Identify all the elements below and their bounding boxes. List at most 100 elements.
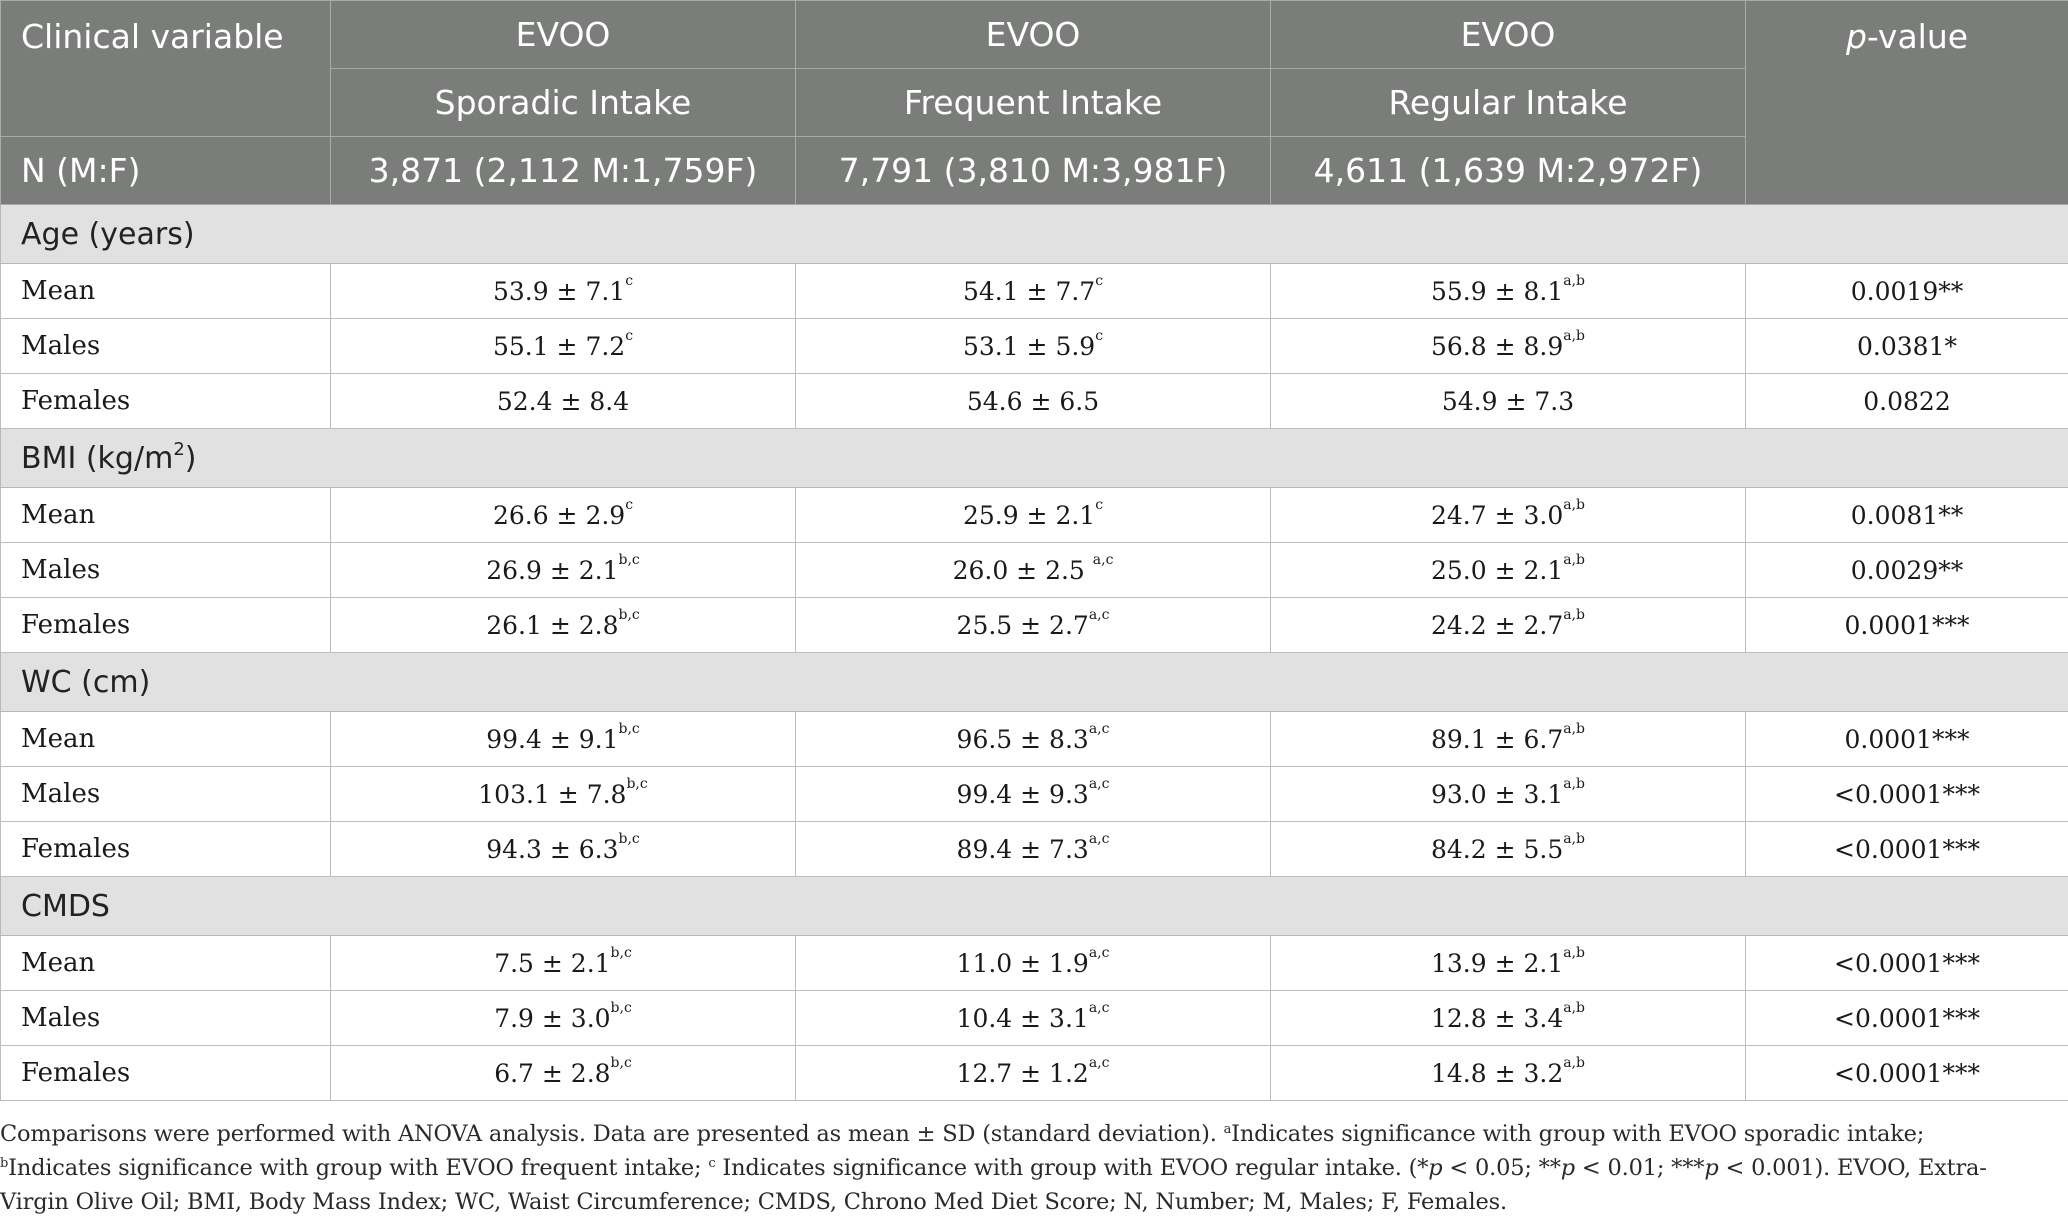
- cell-frequent: 89.4 ± 7.3a,c: [795, 821, 1271, 877]
- row-label: Females: [0, 1045, 331, 1101]
- cell-sporadic: 6.7 ± 2.8b,c: [330, 1045, 796, 1101]
- cell-sporadic: 26.1 ± 2.8b,c: [330, 597, 796, 653]
- row-label: Mean: [0, 263, 331, 319]
- results-table: Clinical variable EVOO EVOO EVOO p-value…: [0, 0, 2068, 1101]
- header-n-col3: 4,611 (1,639 M:2,972F): [1270, 136, 1746, 205]
- cell-regular: 14.8 ± 3.2a,b: [1270, 1045, 1746, 1101]
- row-label: Females: [0, 821, 331, 877]
- header-n-col1: 3,871 (2,112 M:1,759F): [330, 136, 796, 205]
- cell-frequent: 11.0 ± 1.9a,c: [795, 935, 1271, 991]
- cell-frequent: 25.9 ± 2.1c: [795, 487, 1271, 543]
- cell-sporadic: 55.1 ± 7.2c: [330, 318, 796, 374]
- table-row: Females 26.1 ± 2.8b,c 25.5 ± 2.7a,c 24.2…: [0, 597, 2068, 653]
- header-n-col2: 7,791 (3,810 M:3,981F): [795, 136, 1271, 205]
- cell-frequent: 99.4 ± 9.3a,c: [795, 766, 1271, 822]
- row-label: Mean: [0, 487, 331, 543]
- header-col3-line1: EVOO: [1270, 0, 1746, 69]
- cell-frequent: 53.1 ± 5.9c: [795, 318, 1271, 374]
- cell-pvalue: 0.0822: [1745, 373, 2068, 429]
- header-pvalue: p-value: [1745, 0, 2068, 205]
- row-label: Mean: [0, 711, 331, 767]
- header-col3-line2: Regular Intake: [1270, 68, 1746, 137]
- table-row: Males 26.9 ± 2.1b,c 26.0 ± 2.5 a,c 25.0 …: [0, 542, 2068, 598]
- section-title: BMI (kg/m2): [0, 428, 2068, 488]
- cell-regular: 24.2 ± 2.7a,b: [1270, 597, 1746, 653]
- table-row: Males 103.1 ± 7.8b,c 99.4 ± 9.3a,c 93.0 …: [0, 766, 2068, 822]
- cell-frequent: 54.1 ± 7.7c: [795, 263, 1271, 319]
- table-row: Mean 53.9 ± 7.1c 54.1 ± 7.7c 55.9 ± 8.1a…: [0, 263, 2068, 319]
- cell-regular: 54.9 ± 7.3: [1270, 373, 1746, 429]
- cell-pvalue: <0.0001***: [1745, 821, 2068, 877]
- cell-sporadic: 99.4 ± 9.1b,c: [330, 711, 796, 767]
- table-row: Males 7.9 ± 3.0b,c 10.4 ± 3.1a,c 12.8 ± …: [0, 990, 2068, 1046]
- header-clinical-variable: Clinical variable: [0, 0, 331, 137]
- cell-sporadic: 7.9 ± 3.0b,c: [330, 990, 796, 1046]
- cell-frequent: 12.7 ± 1.2a,c: [795, 1045, 1271, 1101]
- cell-regular: 13.9 ± 2.1a,b: [1270, 935, 1746, 991]
- cell-sporadic: 53.9 ± 7.1c: [330, 263, 796, 319]
- header-pvalue-rest: -value: [1866, 17, 1969, 56]
- cell-regular: 24.7 ± 3.0a,b: [1270, 487, 1746, 543]
- cell-regular: 84.2 ± 5.5a,b: [1270, 821, 1746, 877]
- header-col2-line2: Frequent Intake: [795, 68, 1271, 137]
- table-row: Mean 7.5 ± 2.1b,c 11.0 ± 1.9a,c 13.9 ± 2…: [0, 935, 2068, 991]
- cell-pvalue: <0.0001***: [1745, 1045, 2068, 1101]
- cell-pvalue: 0.0381*: [1745, 318, 2068, 374]
- cell-frequent: 10.4 ± 3.1a,c: [795, 990, 1271, 1046]
- table-container: Clinical variable EVOO EVOO EVOO p-value…: [0, 0, 2068, 1101]
- header-pvalue-p: p: [1845, 17, 1867, 56]
- header-row-1: Clinical variable EVOO EVOO EVOO p-value: [0, 0, 2068, 205]
- cell-pvalue: 0.0001***: [1745, 711, 2068, 767]
- table-row: Females 52.4 ± 8.4 54.6 ± 6.5 54.9 ± 7.3…: [0, 373, 2068, 429]
- section-wc: WC (cm): [0, 652, 2068, 712]
- section-bmi: BMI (kg/m2): [0, 428, 2068, 488]
- row-label: Males: [0, 318, 331, 374]
- header-col1-line1: EVOO: [330, 0, 796, 69]
- row-label: Females: [0, 597, 331, 653]
- section-title: WC (cm): [0, 652, 2068, 712]
- cell-sporadic: 52.4 ± 8.4: [330, 373, 796, 429]
- cell-sporadic: 7.5 ± 2.1b,c: [330, 935, 796, 991]
- header-col2-line1: EVOO: [795, 0, 1271, 69]
- cell-regular: 12.8 ± 3.4a,b: [1270, 990, 1746, 1046]
- cell-sporadic: 26.6 ± 2.9c: [330, 487, 796, 543]
- cell-pvalue: <0.0001***: [1745, 935, 2068, 991]
- cell-pvalue: 0.0001***: [1745, 597, 2068, 653]
- table-footnote: Comparisons were performed with ANOVA an…: [0, 1121, 1987, 1215]
- cell-regular: 25.0 ± 2.1a,b: [1270, 542, 1746, 598]
- row-label: Males: [0, 542, 331, 598]
- row-label: Males: [0, 766, 331, 822]
- row-label: Mean: [0, 935, 331, 991]
- cell-pvalue: 0.0019**: [1745, 263, 2068, 319]
- header-row-n: N (M:F) 3,871 (2,112 M:1,759F) 7,791 (3,…: [0, 136, 2068, 205]
- cell-frequent: 25.5 ± 2.7a,c: [795, 597, 1271, 653]
- row-label: Females: [0, 373, 331, 429]
- cell-sporadic: 103.1 ± 7.8b,c: [330, 766, 796, 822]
- header-row-2: Sporadic Intake Frequent Intake Regular …: [1, 68, 2068, 137]
- row-label: Males: [0, 990, 331, 1046]
- cell-frequent: 96.5 ± 8.3a,c: [795, 711, 1271, 767]
- cell-regular: 93.0 ± 3.1a,b: [1270, 766, 1746, 822]
- section-age: Age (years): [0, 204, 2068, 264]
- section-title: Age (years): [0, 204, 2068, 264]
- table-row: Males 55.1 ± 7.2c 53.1 ± 5.9c 56.8 ± 8.9…: [0, 318, 2068, 374]
- cell-sporadic: 26.9 ± 2.1b,c: [330, 542, 796, 598]
- cell-sporadic: 94.3 ± 6.3b,c: [330, 821, 796, 877]
- header-col1-line2: Sporadic Intake: [330, 68, 796, 137]
- cell-regular: 55.9 ± 8.1a,b: [1270, 263, 1746, 319]
- table-row: Females 6.7 ± 2.8b,c 12.7 ± 1.2a,c 14.8 …: [0, 1045, 2068, 1101]
- cell-regular: 56.8 ± 8.9a,b: [1270, 318, 1746, 374]
- section-cmds: CMDS: [0, 876, 2068, 936]
- cell-pvalue: 0.0029**: [1745, 542, 2068, 598]
- section-title: CMDS: [0, 876, 2068, 936]
- cell-regular: 89.1 ± 6.7a,b: [1270, 711, 1746, 767]
- cell-frequent: 54.6 ± 6.5: [795, 373, 1271, 429]
- cell-frequent: 26.0 ± 2.5 a,c: [795, 542, 1271, 598]
- cell-pvalue: <0.0001***: [1745, 990, 2068, 1046]
- table-row: Mean 99.4 ± 9.1b,c 96.5 ± 8.3a,c 89.1 ± …: [0, 711, 2068, 767]
- table-row: Mean 26.6 ± 2.9c 25.9 ± 2.1c 24.7 ± 3.0a…: [0, 487, 2068, 543]
- table-row: Females 94.3 ± 6.3b,c 89.4 ± 7.3a,c 84.2…: [0, 821, 2068, 877]
- cell-pvalue: 0.0081**: [1745, 487, 2068, 543]
- header-n-label: N (M:F): [0, 136, 331, 205]
- cell-pvalue: <0.0001***: [1745, 766, 2068, 822]
